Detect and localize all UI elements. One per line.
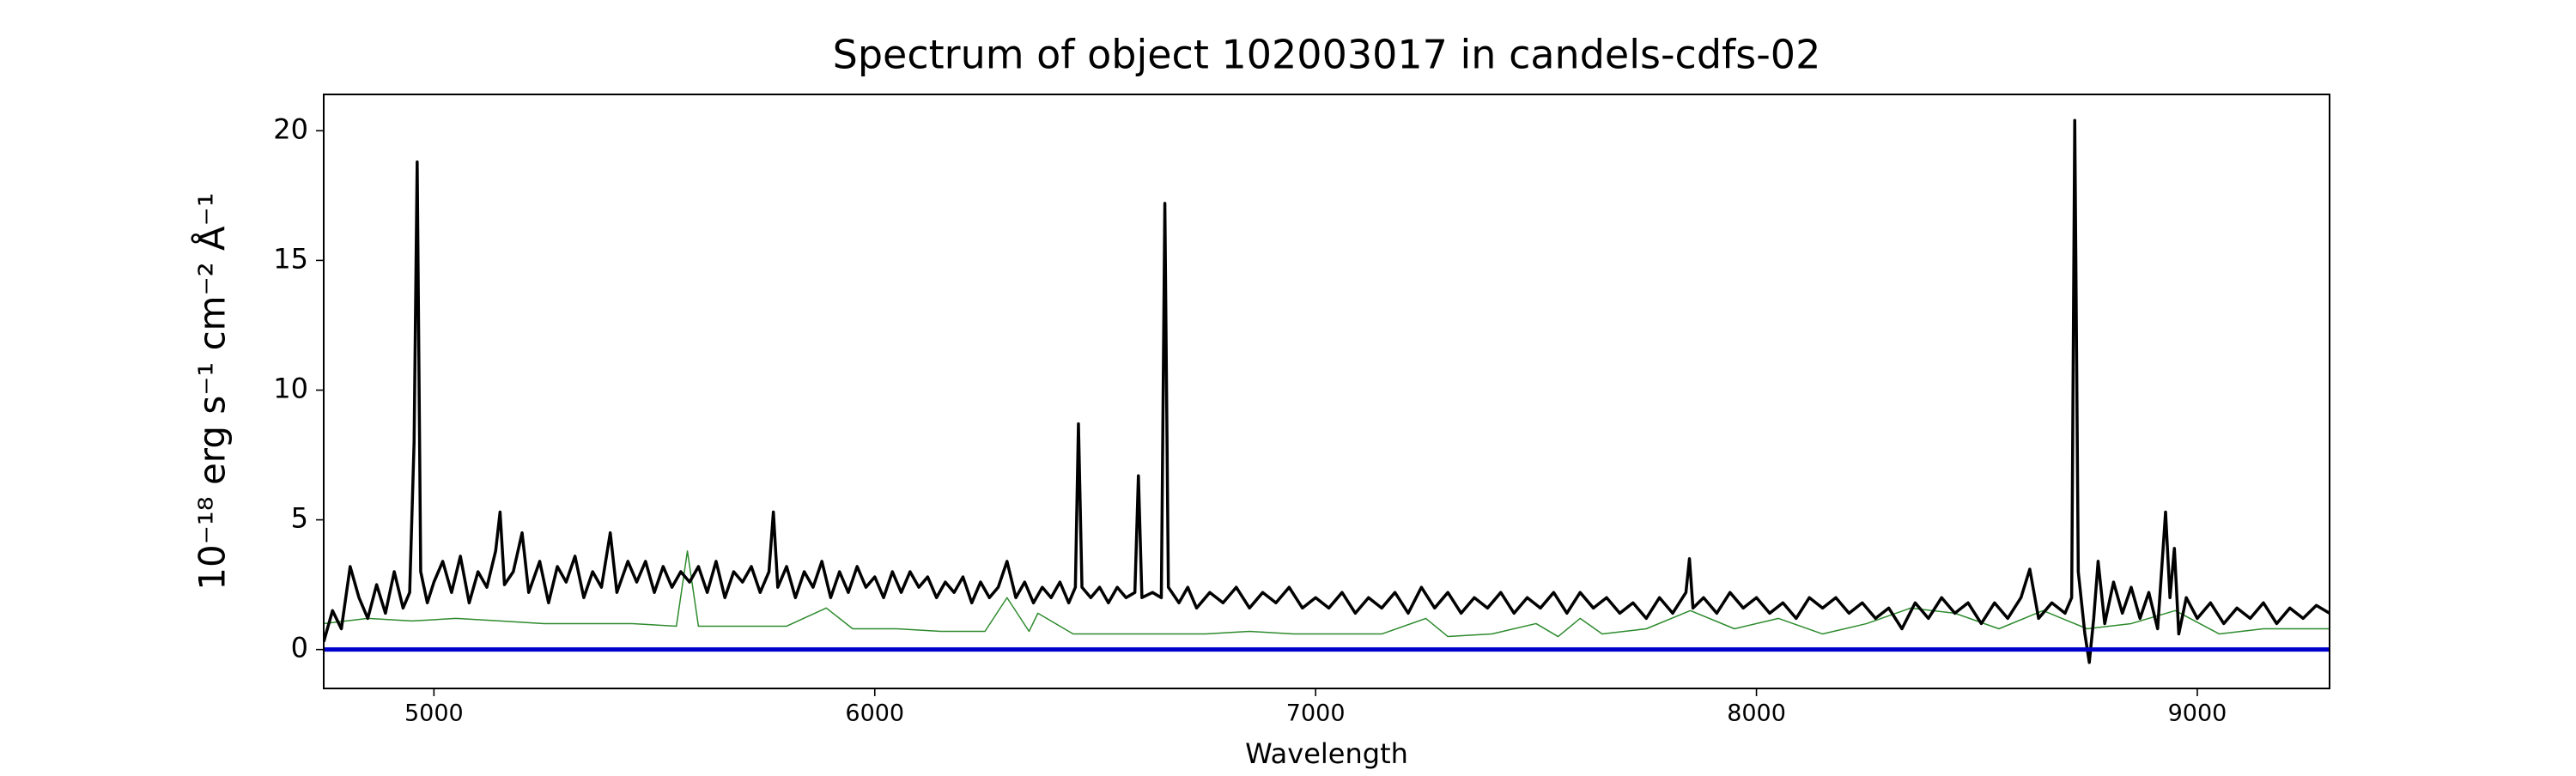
- spectrum-line: [324, 118, 2330, 664]
- y-tick-label: 20: [273, 112, 308, 145]
- y-tick-label: 15: [273, 242, 308, 275]
- spectrum-line: [324, 550, 2330, 638]
- x-tick-label: 5000: [404, 700, 464, 727]
- y-tick-label: 5: [291, 502, 308, 535]
- chart-title: Spectrum of object 102003017 in candels-…: [833, 32, 1821, 78]
- plot-frame: [323, 94, 2330, 689]
- y-axis-label: 10⁻¹⁸ erg s⁻¹ cm⁻² Å⁻¹: [191, 192, 234, 590]
- x-tick-label: 6000: [845, 700, 904, 727]
- y-tick-label: 10: [273, 372, 308, 404]
- x-axis-label: Wavelength: [1245, 737, 1408, 770]
- y-tick-label: 0: [291, 632, 308, 664]
- x-tick-label: 7000: [1286, 700, 1346, 727]
- x-tick-label: 8000: [1727, 700, 1786, 727]
- x-tick-label: 9000: [2168, 700, 2227, 727]
